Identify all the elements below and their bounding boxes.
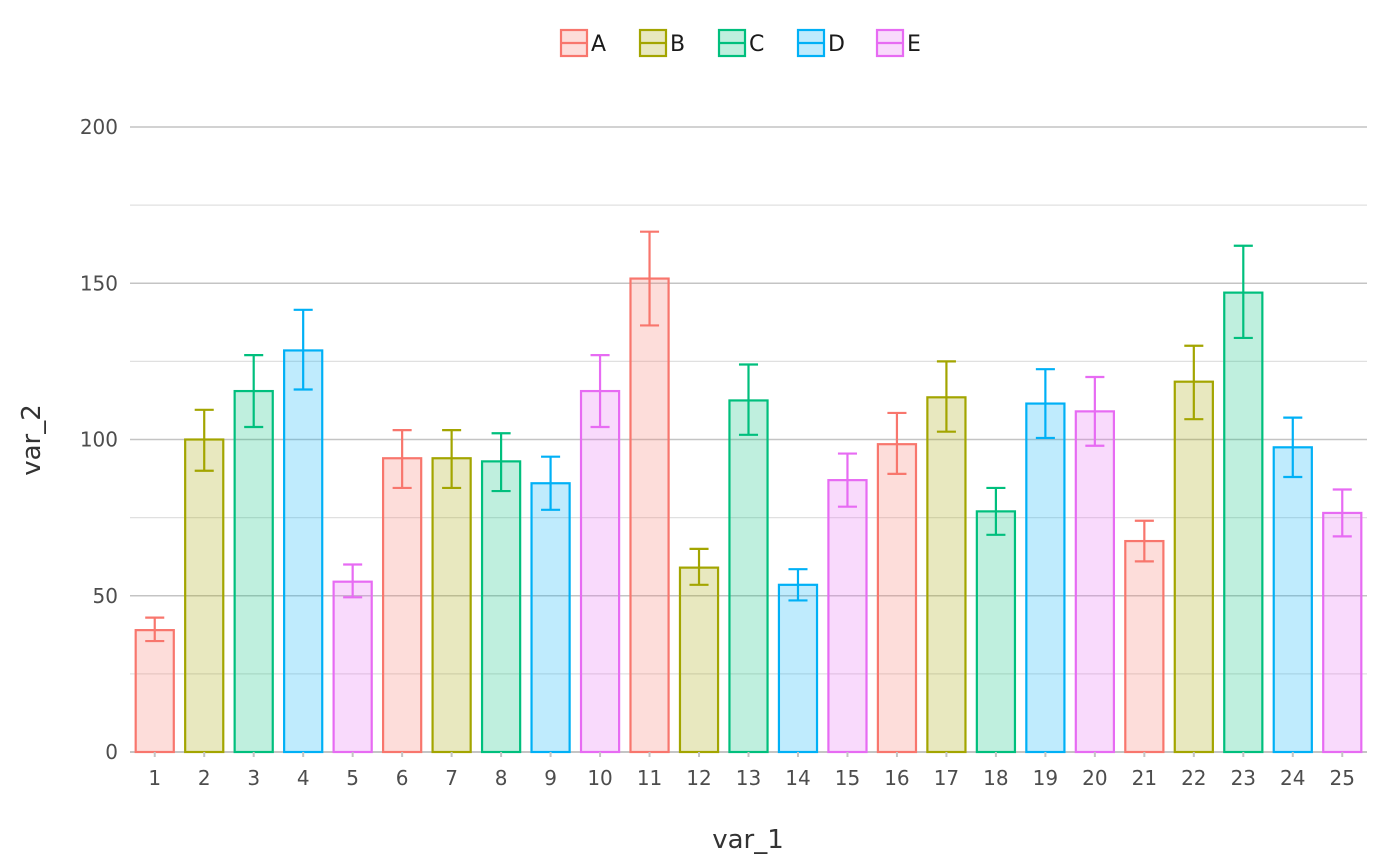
error-bar-7 xyxy=(442,429,462,490)
bar-20 xyxy=(1074,410,1116,754)
bar-24 xyxy=(1272,446,1313,754)
error-bar-9 xyxy=(541,455,561,511)
legend-item-E: E xyxy=(875,28,921,58)
bar-4 xyxy=(283,349,324,754)
x-tick-label: 24 xyxy=(1280,766,1305,790)
bars xyxy=(134,277,1363,754)
x-tick-label: 23 xyxy=(1231,766,1256,790)
error-bar-19 xyxy=(1035,368,1055,440)
bar-13 xyxy=(728,399,769,754)
error-bar-10 xyxy=(590,354,610,429)
x-tick-label: 8 xyxy=(495,766,508,790)
error-bar-3 xyxy=(244,354,264,429)
error-bar-8 xyxy=(491,432,511,493)
error-bar-11 xyxy=(640,230,660,327)
bar-1 xyxy=(134,629,175,754)
error-bar-6 xyxy=(392,429,412,490)
y-tick-label: 150 xyxy=(80,271,118,295)
legend: A B C D E xyxy=(559,28,921,58)
bar-19 xyxy=(1025,402,1066,754)
error-bar-14 xyxy=(788,568,808,602)
y-axis-ticks: 0 50 100 150 200 xyxy=(80,115,118,764)
legend-item-C: C xyxy=(717,28,764,58)
x-tick-label: 5 xyxy=(346,766,359,790)
error-bar-20 xyxy=(1085,375,1105,447)
legend-item-B: B xyxy=(638,28,685,58)
bar-16 xyxy=(876,443,918,754)
y-tick-label: 100 xyxy=(80,428,118,452)
x-axis-ticks: 1 2 3 4 5 6 7 8 9 10 11 12 13 14 15 16 17 18 19 20 21 22 23 24 2… xyxy=(148,752,1355,790)
bar-18 xyxy=(975,510,1017,754)
x-tick-label: 3 xyxy=(247,766,260,790)
error-bar-5 xyxy=(343,563,363,599)
y-tick-label: 50 xyxy=(93,584,118,608)
x-tick-label: 21 xyxy=(1132,766,1157,790)
legend-item-D: D xyxy=(796,28,845,58)
error-bar-15 xyxy=(837,452,857,508)
x-tick-label: 25 xyxy=(1330,766,1355,790)
x-tick-label: 14 xyxy=(785,766,810,790)
bar-23 xyxy=(1223,291,1264,754)
x-tick-label: 15 xyxy=(835,766,860,790)
legend-label: C xyxy=(749,32,764,57)
error-bar-1 xyxy=(145,616,165,643)
error-bar-18 xyxy=(986,486,1006,536)
x-axis-title: var_1 xyxy=(712,825,784,855)
legend-item-A: A xyxy=(559,28,606,58)
legend-label: A xyxy=(591,32,606,57)
error-bar-4 xyxy=(293,308,313,391)
bar-11 xyxy=(629,277,670,754)
x-tick-label: 9 xyxy=(544,766,557,790)
bar-22 xyxy=(1173,380,1214,754)
x-tick-label: 13 xyxy=(736,766,761,790)
bar-15 xyxy=(827,479,868,754)
bar-10 xyxy=(579,389,621,754)
x-tick-label: 2 xyxy=(198,766,211,790)
error-bar-24 xyxy=(1283,416,1303,479)
x-tick-label: 20 xyxy=(1082,766,1107,790)
error-bar-25 xyxy=(1332,488,1352,538)
x-tick-label: 16 xyxy=(884,766,909,790)
error-bar-13 xyxy=(738,363,759,436)
bar-9 xyxy=(530,482,571,754)
x-tick-label: 17 xyxy=(934,766,959,790)
bar-5 xyxy=(332,580,373,754)
bar-6 xyxy=(381,457,423,754)
x-tick-label: 19 xyxy=(1033,766,1058,790)
error-bars xyxy=(145,230,1352,643)
legend-label: D xyxy=(828,32,845,57)
bar-3 xyxy=(233,389,274,754)
bar-25 xyxy=(1322,511,1363,754)
x-tick-label: 11 xyxy=(637,766,662,790)
x-tick-label: 10 xyxy=(587,766,612,790)
y-tick-label: 0 xyxy=(105,740,118,764)
bar-2 xyxy=(184,438,225,754)
x-tick-label: 6 xyxy=(396,766,409,790)
x-tick-label: 12 xyxy=(686,766,711,790)
legend-label: E xyxy=(907,32,921,57)
y-axis-title: var_2 xyxy=(17,404,47,476)
error-bar-21 xyxy=(1134,519,1154,563)
x-tick-label: 22 xyxy=(1181,766,1206,790)
error-bar-17 xyxy=(936,360,956,433)
bar-12 xyxy=(678,566,720,754)
x-tick-label: 4 xyxy=(297,766,310,790)
legend-label: B xyxy=(670,32,685,57)
error-bar-2 xyxy=(194,408,214,472)
error-bar-12 xyxy=(689,547,709,586)
bar-17 xyxy=(926,396,967,754)
bar-7 xyxy=(431,457,472,754)
y-tick-label: 200 xyxy=(80,115,118,139)
error-bar-16 xyxy=(887,411,907,475)
x-tick-label: 7 xyxy=(445,766,458,790)
x-tick-label: 18 xyxy=(983,766,1008,790)
error-bar-23 xyxy=(1233,244,1253,340)
bar-14 xyxy=(777,583,819,754)
bar-21 xyxy=(1124,539,1165,754)
bar-8 xyxy=(480,460,522,754)
x-tick-label: 1 xyxy=(148,766,161,790)
error-bar-22 xyxy=(1184,344,1204,421)
